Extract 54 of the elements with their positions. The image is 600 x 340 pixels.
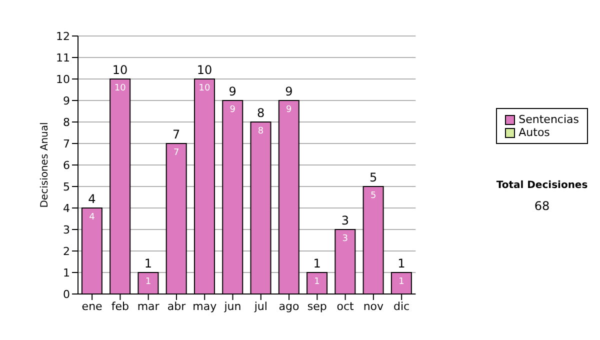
total-label: 10 [196,63,212,77]
y-tick-label: 7 [63,137,70,150]
y-axis-title: Decisiones Anual [40,122,51,208]
x-tick-label: sep [307,300,327,313]
y-tick-label: 10 [56,72,70,86]
total-label: 1 [313,256,321,270]
total-label: 4 [88,192,96,206]
x-tick-label: feb [111,300,130,313]
x-tick-label: nov [363,300,384,313]
total-label: 9 [228,84,236,98]
y-tick-label: 0 [63,288,70,301]
data-label: 1 [314,276,320,287]
total-label: 5 [369,170,378,184]
x-tick-label: dic [394,300,410,313]
total-label: 10 [112,63,128,77]
text: 68 [533,199,551,213]
x-tick-label: abr [167,300,186,313]
total-label: 7 [172,128,180,142]
x-tick-label: jun [223,300,242,313]
total-label: 8 [256,106,265,120]
data-label: 9 [286,104,292,115]
data-label: 10 [114,83,126,94]
x-tick-label: oct [336,300,355,313]
x-tick-label: ago [278,300,300,313]
legend-label: Autos [518,126,550,139]
y-tick-label: 5 [63,180,70,194]
data-label: 4 [89,212,96,222]
y-tick-label: 11 [56,51,70,64]
total-label: 9 [285,84,293,98]
y-tick-label: 3 [63,223,70,236]
total-label: 3 [341,214,349,228]
y-tick-label: 4 [63,202,70,215]
data-label: 7 [173,148,180,158]
x-tick-label: jul [253,300,268,313]
x-tick-label: may [192,300,218,313]
y-tick-label: 12 [56,30,70,43]
total-label: 1 [398,256,406,270]
y-tick-label: 1 [63,266,70,280]
text: Total Decisiones [495,180,589,191]
y-tick-label: 6 [63,158,70,172]
y-tick-label: 9 [63,94,70,108]
y-tick-label: 2 [63,244,70,258]
data-label: 3 [342,234,348,244]
x-tick-label: mar [137,300,160,313]
total-label: 1 [144,256,152,270]
data-label: 5 [370,190,376,201]
data-label: 9 [230,104,236,115]
legend-label: Sentencias [518,113,579,126]
data-label: 1 [398,276,404,287]
y-tick-label: 8 [63,116,70,129]
data-label: 10 [198,83,210,94]
data-label: 1 [145,276,152,287]
x-tick-label: ene [82,300,103,313]
data-label: 8 [258,126,264,136]
